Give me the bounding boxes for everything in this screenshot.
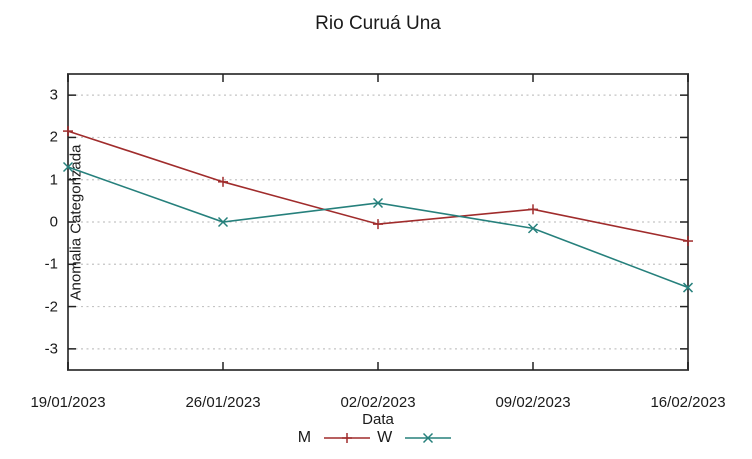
legend-line-sample-cross-icon (404, 431, 452, 445)
y-tick-label: 0 (49, 213, 58, 231)
x-tick-label: 26/01/2023 (185, 394, 261, 411)
x-tick-label: 19/01/2023 (30, 394, 106, 411)
legend-label-m: M (297, 429, 312, 446)
chart-legend: M W (68, 429, 688, 447)
legend-label-w: W (377, 429, 393, 446)
chart-title: Rio Curuá Una (315, 13, 441, 34)
y-tick-label: 1 (49, 171, 58, 189)
y-tick-label: -2 (44, 298, 58, 316)
x-axis-title: Data (362, 411, 394, 428)
y-tick-label: 2 (49, 128, 58, 146)
x-tick-label: 16/02/2023 (650, 394, 726, 411)
y-tick-label: -1 (44, 255, 58, 273)
y-tick-label: -3 (44, 340, 58, 358)
y-tick-label: 3 (49, 86, 58, 104)
x-tick-label: 02/02/2023 (340, 394, 416, 411)
x-tick-label: 09/02/2023 (495, 394, 571, 411)
legend-line-sample-plus-icon (323, 431, 371, 445)
